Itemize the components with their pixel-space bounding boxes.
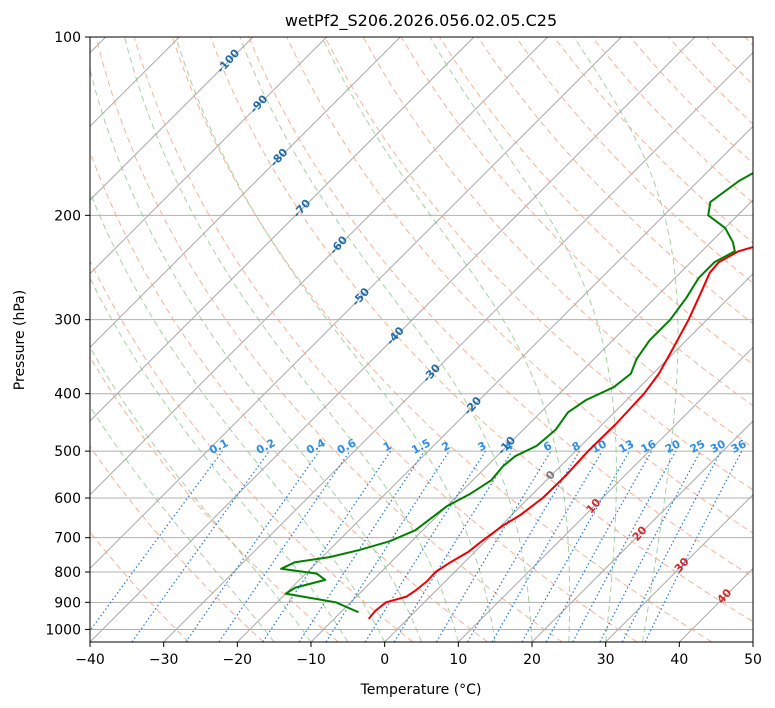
background-lines (90, 37, 753, 642)
x-tick-label: 0 (380, 652, 389, 668)
y-tick-label: 800 (54, 565, 81, 581)
y-tick-label: 300 (54, 313, 81, 329)
x-tick-label: 20 (523, 652, 541, 668)
dry-adiabat (95, 37, 563, 642)
mixing-ratio-line (521, 450, 631, 642)
moist-adiabat (90, 190, 386, 642)
mixing-ratio-line (644, 450, 743, 642)
moist-adiabat (573, 37, 679, 642)
mixing-ratio-line (262, 450, 392, 642)
mixing-ratio-line (393, 450, 513, 642)
isotherm-line (531, 420, 753, 642)
isotherm-line (90, 37, 549, 496)
dry-adiabat (515, 37, 753, 284)
x-tick-label: −10 (296, 652, 326, 668)
isotherm-line (90, 37, 254, 201)
isotherm-line (90, 37, 475, 422)
dry-adiabat (248, 37, 753, 578)
y-tick-label: 1000 (45, 622, 81, 638)
dry-adiabat (90, 259, 414, 642)
x-tick-label: −30 (149, 652, 179, 668)
mixing-ratio-line (131, 450, 270, 642)
dry-adiabat (90, 445, 264, 642)
moist-adiabat (429, 37, 617, 642)
dry-adiabat (133, 37, 638, 642)
mixing-ratio-label: 13 (617, 437, 637, 456)
y-tick-label: 200 (54, 208, 81, 224)
profiles (280, 171, 753, 620)
isotherm-line (90, 37, 328, 275)
x-tick-label: 40 (670, 652, 688, 668)
mixing-ratio-label: 36 (729, 437, 749, 456)
mixing-ratio-line (325, 450, 450, 642)
mixing-ratio-label: 30 (708, 437, 728, 456)
dry-adiabat (324, 37, 753, 491)
dewpoint-profile (280, 171, 753, 614)
dry-adiabat (171, 37, 712, 642)
mixing-ratio-line (185, 450, 320, 642)
dry-adiabat (90, 356, 339, 642)
moist-adiabat (90, 67, 422, 642)
y-axis-title: Pressure (hPa) (12, 290, 28, 390)
y-tick-label: 500 (54, 444, 81, 460)
y-tick-label: 400 (54, 387, 81, 403)
chart-title: wetPf2_S206.2026.056.02.05.C25 (285, 11, 557, 31)
y-tick-label: 600 (54, 491, 81, 507)
isotherm-line (90, 37, 401, 349)
mixing-ratio-line (572, 450, 677, 642)
isotherm-line (236, 125, 753, 642)
isotherm-line (384, 272, 753, 642)
mixing-ratio-label: 25 (688, 437, 708, 456)
moist-adiabat (239, 37, 533, 642)
isotherm-line (605, 493, 753, 642)
temperature-profile (367, 246, 753, 620)
axes: −40 −30 −20 −10 0 10 20 30 40 50 1000 900 800 700 600 5… (45, 30, 762, 668)
x-tick-label: 30 (597, 652, 615, 668)
x-tick-label: 50 (744, 652, 762, 668)
y-tick-label: 900 (54, 595, 81, 611)
moist-adiabat (321, 37, 571, 642)
mixing-ratio-line (545, 450, 653, 642)
x-tick-label: −20 (223, 652, 253, 668)
isotherm-line (163, 51, 753, 642)
isotherm-line (457, 346, 753, 642)
y-tick-label: 700 (54, 531, 81, 547)
mixing-ratio-line (90, 450, 223, 632)
moist-adiabat (90, 405, 275, 642)
plot-frame (89, 36, 754, 643)
mixing-ratio-label: 20 (663, 437, 683, 456)
moist-adiabat (175, 37, 496, 642)
x-tick-label: −40 (75, 652, 105, 668)
dry-adiabat (286, 37, 753, 534)
mixing-ratio-line (298, 450, 425, 642)
y-tick-label: 100 (54, 30, 81, 46)
x-axis-title: Temperature (°C) (360, 682, 482, 698)
isotherm-line (90, 37, 622, 570)
mixing-ratio-label: 16 (639, 437, 659, 456)
mixing-ratio-line (218, 450, 351, 642)
mixing-ratio-label: 10 (589, 437, 609, 456)
moist-adiabat (124, 37, 459, 642)
moist-adiabat (90, 346, 312, 642)
dry-adiabat (210, 37, 753, 623)
x-tick-label: 10 (449, 652, 467, 668)
